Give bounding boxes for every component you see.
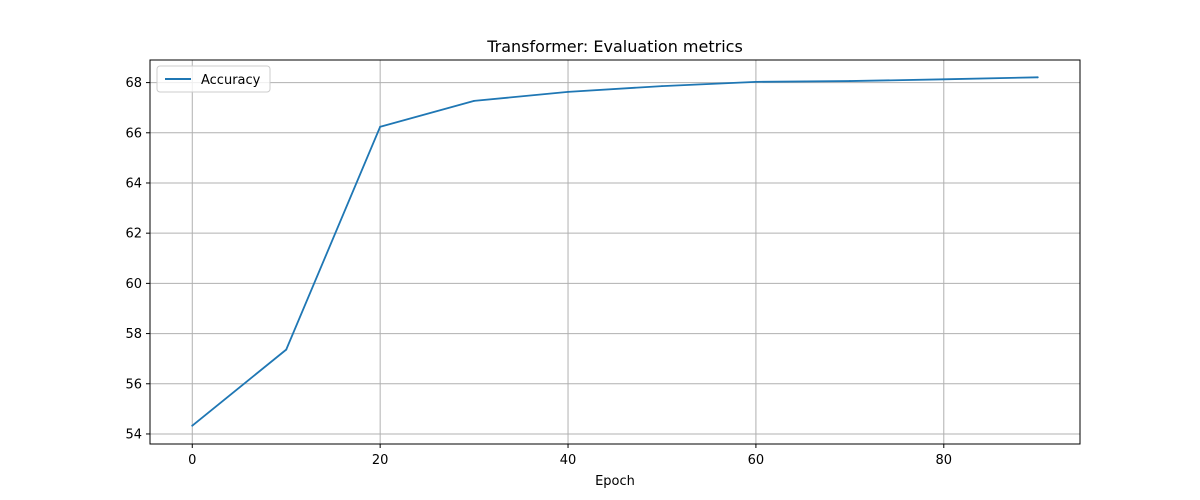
plot-frame bbox=[149, 59, 1081, 445]
data-point bbox=[942, 78, 945, 81]
y-tick-label: 64 bbox=[125, 176, 142, 191]
legend-box bbox=[156, 65, 271, 93]
legend: Accuracy bbox=[156, 65, 271, 93]
data-point bbox=[1036, 76, 1039, 79]
x-tick-label: 20 bbox=[372, 453, 389, 468]
x-tick-label: 80 bbox=[936, 453, 953, 468]
chart-title: Transformer: Evaluation metrics bbox=[486, 37, 743, 56]
y-tick-label: 60 bbox=[125, 277, 142, 292]
x-axis-label: Epoch bbox=[595, 474, 635, 489]
y-tick-label: 66 bbox=[125, 126, 142, 141]
y-tick-label: 68 bbox=[125, 76, 142, 91]
series-line-accuracy bbox=[191, 76, 1039, 427]
grid bbox=[150, 60, 1080, 444]
y-tick-label: 58 bbox=[125, 327, 142, 342]
data-point bbox=[848, 80, 851, 82]
data-point bbox=[379, 125, 382, 128]
ticks: 0 20 40 60 80 54 56 58 60 62 64 66 68 bbox=[125, 76, 952, 468]
y-tick-label: 56 bbox=[125, 377, 142, 392]
data-point bbox=[567, 90, 569, 93]
legend-label: Accuracy bbox=[201, 73, 261, 88]
y-tick-label: 62 bbox=[125, 227, 142, 242]
x-tick-label: 0 bbox=[188, 453, 196, 468]
data-point bbox=[473, 100, 475, 102]
y-tick-label: 54 bbox=[125, 427, 142, 442]
x-tick-label: 40 bbox=[560, 453, 577, 468]
data-point bbox=[661, 85, 663, 88]
x-tick-label: 60 bbox=[748, 453, 765, 468]
series-layer bbox=[191, 76, 1039, 427]
data-point bbox=[755, 80, 757, 83]
data-point bbox=[191, 424, 194, 427]
data-point bbox=[285, 348, 288, 351]
